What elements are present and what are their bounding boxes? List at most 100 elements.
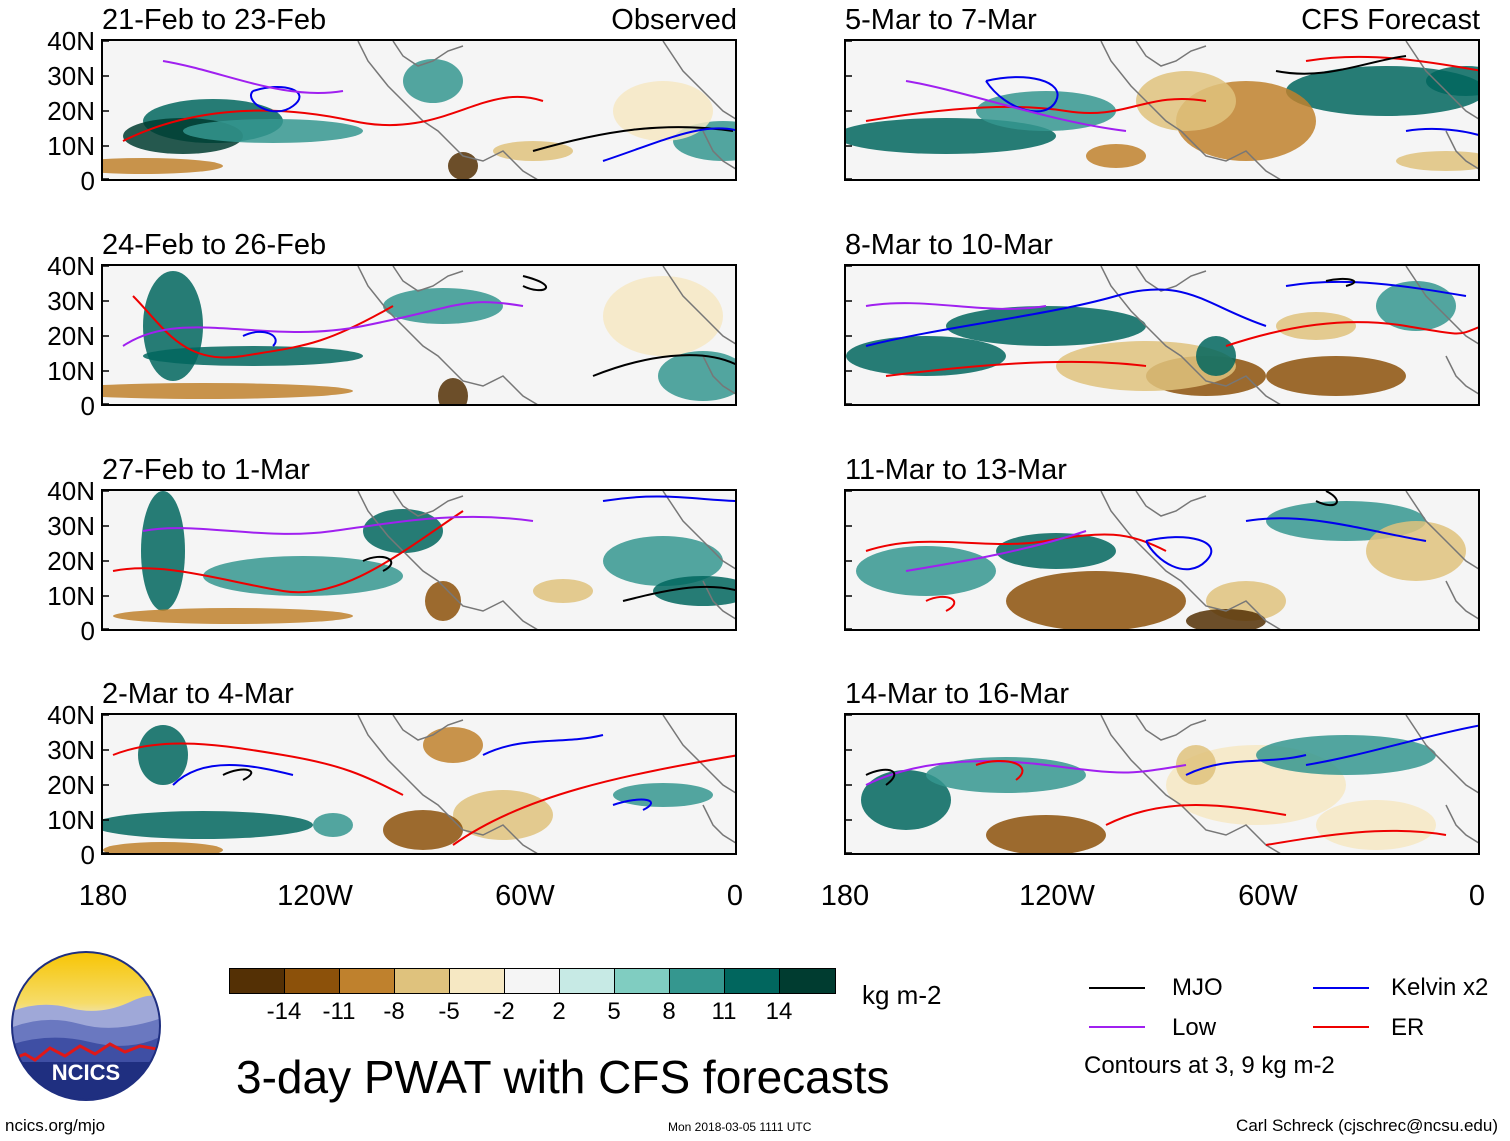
coastline [662,715,735,794]
pwat-anomaly-region [986,815,1106,853]
colorbar-swatch [450,969,505,993]
wave-contour [1145,536,1213,571]
coastline [702,355,735,395]
pwat-map [846,715,1478,853]
coastline [392,41,464,67]
lat-label: 40N [47,700,95,730]
panel-title: 24-Feb to 26-Feb [102,229,327,261]
wave-contour [865,288,1267,347]
legend-label-mjo: MJO [1172,974,1223,1001]
wave-contour [122,301,524,347]
colorbar-swatch [340,969,395,993]
colorbar [229,968,836,994]
lat-label: 40N [47,251,95,281]
colorbar-swatch [670,969,725,993]
coastline [662,266,735,345]
pwat-anomaly-region [103,842,223,853]
map-panel [844,264,1480,406]
coastline [1135,491,1207,517]
pwat-map [103,715,735,853]
panel-title: 2-Mar to 4-Mar [102,678,294,710]
wave-contour [362,555,393,572]
lat-ticks [103,491,109,629]
pwat-anomaly-region [363,509,443,553]
map-panel [101,39,737,181]
coastline [357,491,538,629]
pwat-map [846,491,1478,629]
lon-label-180-left: 180 [78,880,128,912]
colorbar-swatch [395,969,450,993]
pwat-anomaly-region [1086,144,1146,168]
pwat-anomaly-region [653,576,735,606]
panel-title: 27-Feb to 1-Mar [102,454,310,486]
colorbar-label: 11 [711,998,737,1025]
colorbar-label: 5 [607,998,621,1025]
pwat-anomaly-region [976,91,1116,131]
colorbar-label: -14 [266,998,302,1025]
panel-title: 8-Mar to 10-Mar [845,229,1053,261]
figure-title: 3-day PWAT with CFS forecasts [236,1051,890,1103]
pwat-map [103,491,735,629]
coastline [1445,355,1478,395]
legend-label-low: Low [1172,1014,1217,1041]
wave-contour [865,533,1167,552]
wave-contour [1325,277,1356,287]
lat-ticks [846,715,852,853]
lat-label: 40N [47,476,95,506]
pwat-anomaly-region [313,813,353,837]
lat-label: 0 [80,616,95,646]
wave-contour [172,764,294,786]
pwat-anomaly-region [423,727,483,763]
coastline [1445,804,1478,844]
pwat-anomaly-region [613,783,713,807]
legend-line-mjo [1089,987,1145,989]
pwat-anomaly-region [613,81,713,141]
colorbar-swatch [615,969,670,993]
colorbar-label: -5 [438,998,460,1025]
coastline [1135,715,1207,741]
footer-url[interactable]: ncics.org/mjo [5,1116,106,1135]
wave-contour [1245,517,1427,542]
coastline [1405,266,1478,345]
wave-contour [905,80,1127,132]
pwat-anomaly-region [1196,336,1236,376]
wave-contour [612,798,652,811]
pwat-anomaly-region [448,152,478,179]
pwat-anomaly-region [1276,312,1356,340]
wave-contour [985,76,1059,113]
pwat-anomaly-region [533,579,593,603]
legend-note: Contours at 3, 9 kg m-2 [1084,1052,1335,1079]
lat-label: 30N [47,511,95,541]
colorbar-swatch [560,969,615,993]
pwat-anomaly-region [1266,356,1406,396]
wave-contour [885,360,1147,377]
map-panel [101,264,737,406]
lon-label-60w-left: 60W [495,880,555,912]
lat-ticks [846,491,852,629]
coastline [1100,41,1281,179]
pwat-anomaly-region [1006,571,1186,629]
colorbar-swatch [230,969,285,993]
footer-timestamp: Mon 2018-03-05 1111 UTC [668,1120,812,1134]
wave-contour [1275,55,1407,75]
wave-contour [242,330,277,347]
pwat-anomaly-region [143,271,203,381]
pwat-anomaly-region [183,119,363,143]
pwat-anomaly-region [453,790,553,840]
footer-credit: Carl Schreck (cjschrec@ncsu.edu) [1236,1116,1498,1135]
colorbar-label: -8 [383,998,405,1025]
lat-ticks [846,41,852,179]
wave-contour [592,354,735,377]
lat-label: 20N [47,321,95,351]
wave-contour [865,768,896,786]
wave-contour [865,302,1047,310]
lat-label: 10N [47,805,95,835]
pwat-anomaly-region [138,725,188,785]
coastline [392,715,464,741]
colorbar-label: 8 [662,998,676,1025]
wave-contour [522,275,548,292]
lon-label-120w-right: 120W [1019,880,1095,912]
wave-contour [112,742,404,796]
coastline [357,715,538,853]
lat-ticks [846,266,852,404]
